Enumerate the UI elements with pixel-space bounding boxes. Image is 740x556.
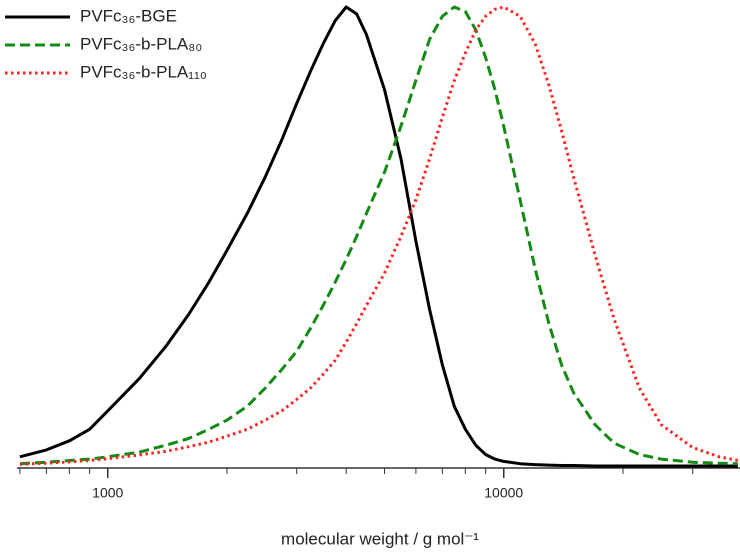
- legend-label: PVFc₃₆-b-PLA₁₁₀: [80, 62, 207, 81]
- series-line: [19, 5, 738, 466]
- series-line: [19, 5, 739, 466]
- legend-label: PVFc₃₆-b-PLA₈₀: [80, 34, 202, 53]
- series-line: [19, 5, 738, 468]
- x-tick-label: 1000: [92, 485, 123, 501]
- x-tick-label: 10000: [484, 485, 523, 501]
- x-axis-label: molecular weight / g mol⁻¹: [281, 529, 479, 548]
- legend-label: PVFc₃₆-BGE: [80, 6, 177, 25]
